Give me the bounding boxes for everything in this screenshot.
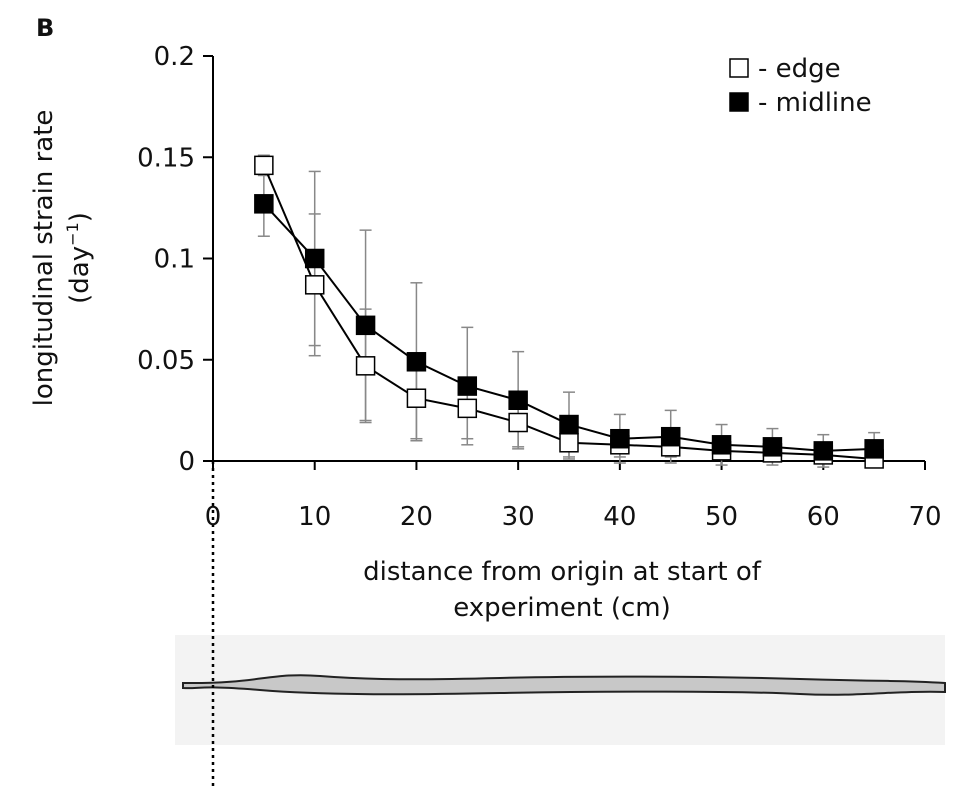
x-tick-label: 60 [807,502,840,532]
y-tick-label: 0.05 [137,346,195,376]
x-axis-label: distance from origin at start of [363,557,762,587]
data-marker [355,315,376,336]
legend-marker [729,92,749,112]
data-marker [508,390,528,410]
legend-label: - midline [758,88,872,118]
x-tick-label: 0 [205,502,222,532]
data-marker [457,398,478,419]
x-tick-label: 70 [908,502,941,532]
data-marker [304,275,325,295]
data-marker [660,426,681,447]
y-axis-label: longitudinal strain rate [29,110,59,407]
specimen-diagram [175,635,946,745]
x-tick-label: 10 [298,502,331,532]
legend-label: - edge [758,54,841,84]
legend-marker [729,58,749,78]
y-tick-label: 0.1 [154,245,195,275]
data-marker [457,376,478,396]
unit-sup: −1 [63,222,82,246]
data-marker [508,412,528,433]
data-marker [610,428,630,449]
y-axis-unit: (day−1) [63,212,95,304]
x-tick-label: 30 [502,502,535,532]
data-marker [254,155,274,176]
data-marker [711,435,732,455]
panel-label: B [36,14,54,42]
data-marker [813,441,834,461]
data-marker [762,437,783,457]
x-tick-label: 40 [603,502,636,532]
data-marker [559,414,579,435]
x-axis-label: experiment (cm) [453,593,671,623]
unit-text: ) [65,212,95,222]
data-marker [406,388,427,408]
data-marker [355,356,376,376]
unit-text: (day [65,246,95,304]
data-marker [406,352,427,372]
data-marker [304,248,325,269]
data-marker [864,439,884,459]
y-tick-label: 0.15 [137,143,195,173]
y-tick-label: 0.2 [154,42,195,72]
x-tick-label: 50 [705,502,738,532]
x-tick-label: 20 [400,502,433,532]
data-marker [254,194,274,214]
y-tick-label: 0 [178,447,195,477]
data-marker [559,433,579,453]
